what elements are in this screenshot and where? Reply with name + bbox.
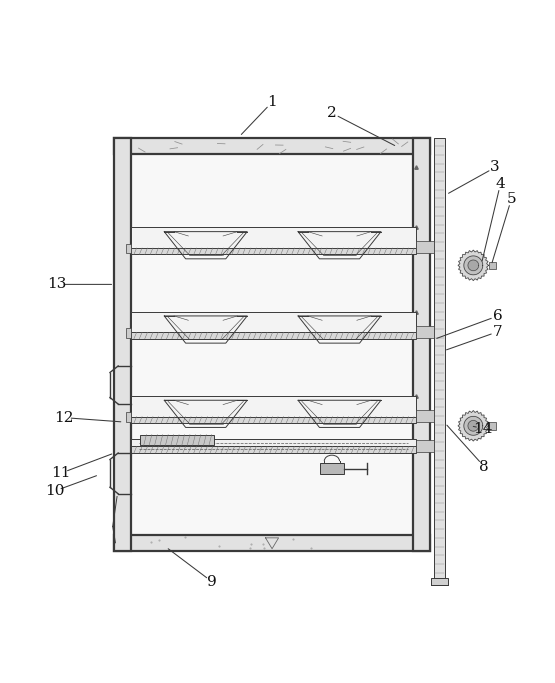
Bar [140,434,214,445]
Text: 4: 4 [496,177,506,191]
Bar [130,396,416,417]
Polygon shape [468,260,478,270]
Bar [434,137,445,578]
Bar [130,332,416,339]
Bar [413,137,430,551]
Bar [130,154,416,535]
Text: 7: 7 [493,324,503,339]
Bar [127,244,130,253]
Bar [416,326,434,337]
Text: 12: 12 [54,410,74,425]
Bar [127,328,130,337]
Bar [320,463,344,474]
Polygon shape [464,417,483,435]
Polygon shape [464,256,483,275]
Bar [488,422,496,430]
Bar [416,241,434,253]
Text: 1: 1 [267,95,277,109]
Bar [488,262,496,269]
Bar [130,248,416,255]
Bar [114,137,430,154]
Bar [130,227,416,249]
Text: 9: 9 [208,575,217,589]
Polygon shape [458,250,488,281]
Text: 2: 2 [327,106,337,120]
Polygon shape [458,410,488,441]
Text: 13: 13 [48,277,67,292]
Text: 14: 14 [473,421,493,436]
Text: 5: 5 [507,192,516,206]
Bar [130,439,416,447]
Bar [431,578,448,585]
Bar [127,413,130,422]
Text: 11: 11 [51,466,71,480]
Text: 8: 8 [480,460,489,473]
Bar [114,535,430,551]
Bar [130,447,416,453]
Bar [114,137,130,551]
Text: 10: 10 [45,484,64,498]
Bar [130,311,416,333]
Bar [416,410,434,422]
Bar [130,417,416,423]
Bar [416,440,434,452]
Polygon shape [468,421,478,431]
Text: 3: 3 [490,161,500,174]
Text: 6: 6 [493,309,503,323]
